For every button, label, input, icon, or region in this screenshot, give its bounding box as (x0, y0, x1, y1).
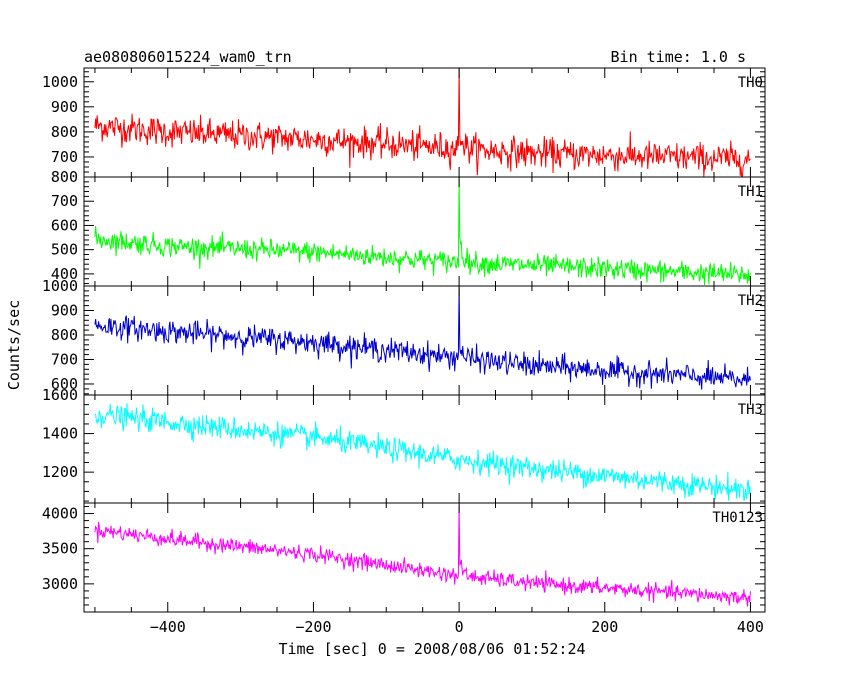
bin-time-label: Bin time: 1.0 s (611, 48, 746, 66)
x-tick-label: 400 (737, 618, 764, 636)
panel-label: TH1 (738, 184, 763, 200)
panel-th2: 600 700 800 900 1000 TH2 (42, 277, 766, 396)
y-tick-label: 1000 (42, 73, 78, 91)
x-tick-label: −200 (295, 618, 331, 636)
y-tick-label: 700 (51, 350, 78, 368)
y-tick-label: 1000 (42, 277, 78, 295)
y-tick-label: 1200 (42, 463, 78, 481)
panel-label: TH0123 (712, 510, 763, 526)
y-tick-label: 800 (51, 326, 78, 344)
series-th1 (94, 177, 751, 286)
panel-th0: 700 800 900 1000 TH0 (42, 67, 766, 178)
y-tick-label: 3500 (42, 540, 78, 558)
panel-th3: 1200 1400 1600 TH3 (42, 386, 766, 504)
panel-th0123: 3000 3500 4000 TH0123 (42, 502, 766, 613)
y-tick-label: 3000 (42, 575, 78, 593)
y-tick-label: 400 (51, 265, 78, 283)
y-tick-label: 4000 (42, 505, 78, 523)
series-th0123 (94, 505, 751, 607)
panel-label: TH0 (738, 75, 763, 91)
series-th2 (94, 286, 751, 390)
y-tick-label: 800 (51, 168, 78, 186)
y-tick-label: 600 (51, 216, 78, 234)
y-tick-label: 500 (51, 241, 78, 259)
panel-frame (83, 502, 766, 613)
y-tick-label: 800 (51, 123, 78, 141)
y-tick-label: 700 (51, 148, 78, 166)
y-tick-label: 700 (51, 192, 78, 210)
x-axis-label: Time [sec] 0 = 2008/08/06 01:52:24 (278, 640, 585, 658)
x-tick-label: −400 (150, 618, 186, 636)
panel-label: TH3 (738, 402, 763, 418)
series-th3 (94, 403, 751, 501)
y-axis-label: Counts/sec (5, 300, 23, 390)
panel-frame (83, 67, 766, 178)
y-tick-label: 1600 (42, 386, 78, 404)
x-tick-label: 200 (591, 618, 618, 636)
chart-title: ae080806015224_wam0_trn (84, 48, 292, 66)
panel-th1: 400 500 600 700 800 TH1 (51, 168, 766, 287)
series-th0 (94, 68, 751, 177)
y-tick-label: 900 (51, 98, 78, 116)
y-tick-label: 1400 (42, 425, 78, 443)
panel-label: TH2 (738, 293, 763, 309)
x-tick-label: 0 (455, 618, 464, 636)
y-tick-label: 600 (51, 375, 78, 393)
panels-group: 700 800 900 1000 TH0 400 500 600 700 800 TH1 600 700… (42, 67, 766, 636)
y-tick-label: 900 (51, 301, 78, 319)
